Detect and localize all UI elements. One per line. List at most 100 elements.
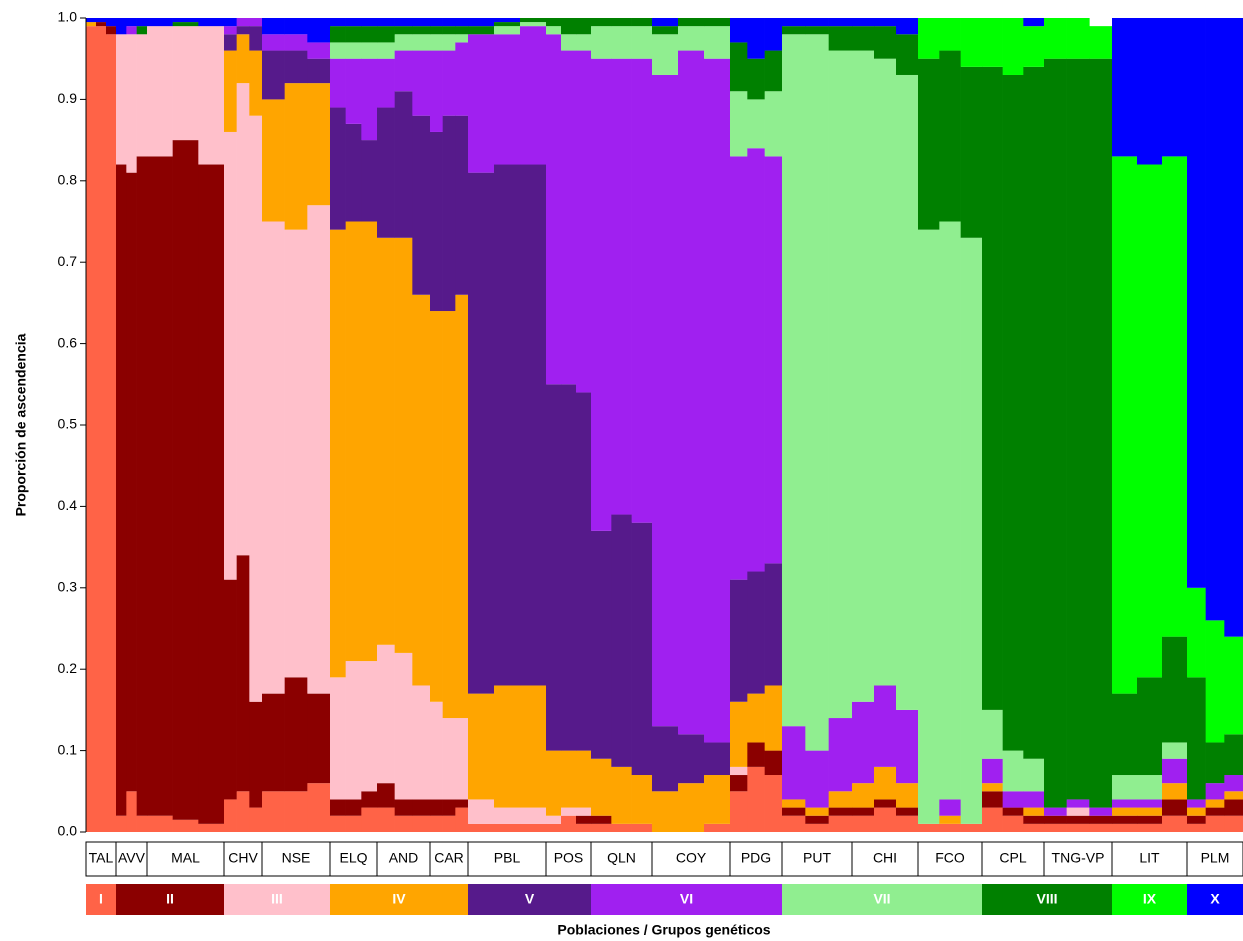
ancestry-segment	[747, 58, 765, 100]
ancestry-segment	[918, 18, 940, 59]
ancestry-segment	[631, 58, 653, 523]
ancestry-segment	[430, 131, 443, 312]
ancestry-segment	[1112, 156, 1138, 694]
ancestry-segment	[782, 807, 806, 816]
ancestry-segment	[520, 26, 547, 165]
ancestry-segment	[828, 791, 853, 808]
ancestry-segment	[960, 18, 983, 67]
ancestry-segment	[764, 750, 783, 776]
ancestry-segment	[1112, 693, 1138, 776]
ancestry-segment	[172, 22, 199, 27]
ancestry-segment	[262, 791, 285, 832]
ancestry-segment	[307, 83, 331, 206]
ancestry-segment	[1044, 18, 1067, 59]
ancestry-segment	[896, 18, 919, 35]
y-tick-label: 0.0	[58, 823, 78, 839]
ancestry-segment	[126, 172, 137, 792]
population-label: COY	[676, 850, 707, 866]
y-tick-label: 0.1	[58, 741, 78, 757]
ancestry-segment	[982, 709, 1003, 759]
ancestry-segment	[852, 26, 875, 51]
ancestry-segment	[455, 26, 469, 35]
ancestry-segment	[576, 392, 592, 751]
population-label: FCO	[935, 850, 965, 866]
ancestry-segment	[828, 26, 853, 51]
ancestry-segment	[330, 815, 346, 832]
ancestry-segment	[1044, 823, 1067, 832]
ancestry-segment	[284, 677, 308, 792]
group-label: VII	[873, 891, 890, 907]
ancestry-segment	[591, 823, 612, 832]
ancestry-segment	[1066, 799, 1090, 808]
ancestry-segment	[377, 107, 395, 238]
ancestry-segment	[591, 530, 612, 759]
ancestry-segment	[136, 34, 148, 157]
ancestry-segment	[116, 18, 127, 35]
ancestry-segment	[918, 58, 940, 230]
ancestry-segment	[982, 807, 1003, 832]
ancestry-segment	[468, 693, 495, 800]
ancestry-segment	[430, 815, 443, 832]
ancestry-segment	[249, 50, 263, 116]
ancestry-segment	[249, 18, 263, 27]
ancestry-segment	[576, 815, 592, 824]
ancestry-segment	[442, 50, 456, 116]
group-box	[1187, 884, 1243, 915]
ancestry-segment	[852, 18, 875, 27]
ancestry-segment	[1137, 799, 1163, 808]
ancestry-segment	[262, 99, 285, 222]
ancestry-segment	[394, 815, 413, 832]
ancestry-segment	[236, 555, 250, 792]
ancestry-segment	[805, 18, 829, 27]
ancestry-segment	[198, 26, 225, 165]
ancestry-segment	[960, 66, 983, 238]
ancestry-segment	[1137, 18, 1163, 165]
ancestry-segment	[611, 58, 632, 515]
ancestry-segment	[284, 791, 308, 832]
ancestry-segment	[126, 34, 137, 173]
ancestry-segment	[652, 34, 679, 75]
ancestry-segment	[1224, 636, 1243, 735]
ancestry-segment	[611, 26, 632, 59]
ancestry-segment	[96, 18, 107, 23]
ancestry-segment	[1112, 799, 1138, 808]
ancestry-segment	[1224, 18, 1243, 637]
ancestry-segment	[345, 661, 362, 800]
ancestry-segment	[1089, 823, 1113, 832]
ancestry-segment	[455, 34, 469, 43]
ancestry-segment	[224, 131, 237, 580]
ancestry-segment	[224, 799, 237, 832]
ancestry-segment	[730, 791, 748, 832]
ancestry-segment	[805, 815, 829, 824]
ancestry-segment	[782, 34, 806, 727]
ancestry-segment	[1044, 807, 1067, 816]
ancestry-segment	[236, 26, 250, 35]
y-tick-label: 0.7	[58, 253, 78, 269]
ancestry-segment	[764, 156, 783, 564]
ancestry-segment	[330, 677, 346, 800]
x-axis-label: Poblaciones / Grupos genéticos	[557, 922, 770, 938]
ancestry-segment	[561, 750, 577, 808]
ancestry-segment	[1002, 791, 1024, 808]
ancestry-segment	[442, 26, 456, 35]
ancestry-segment	[136, 815, 148, 832]
ancestry-segment	[611, 514, 632, 767]
ancestry-segment	[918, 823, 940, 832]
population-label: MAL	[171, 850, 200, 866]
ancestry-segment	[1162, 758, 1188, 784]
ancestry-segment	[147, 26, 173, 157]
ancestry-segment	[236, 34, 250, 84]
ancestry-segment	[345, 18, 362, 27]
ancestry-segment	[106, 26, 117, 35]
ancestry-segment	[520, 22, 547, 27]
ancestry-segment	[262, 18, 285, 35]
group-box	[982, 884, 1112, 915]
group-box	[86, 884, 116, 915]
ancestry-segment	[747, 742, 765, 767]
y-tick-label: 0.8	[58, 172, 78, 188]
population-label: ELQ	[339, 850, 367, 866]
ancestry-segment	[172, 18, 199, 23]
ancestry-segment	[442, 799, 456, 816]
ancestry-segment	[494, 22, 521, 27]
